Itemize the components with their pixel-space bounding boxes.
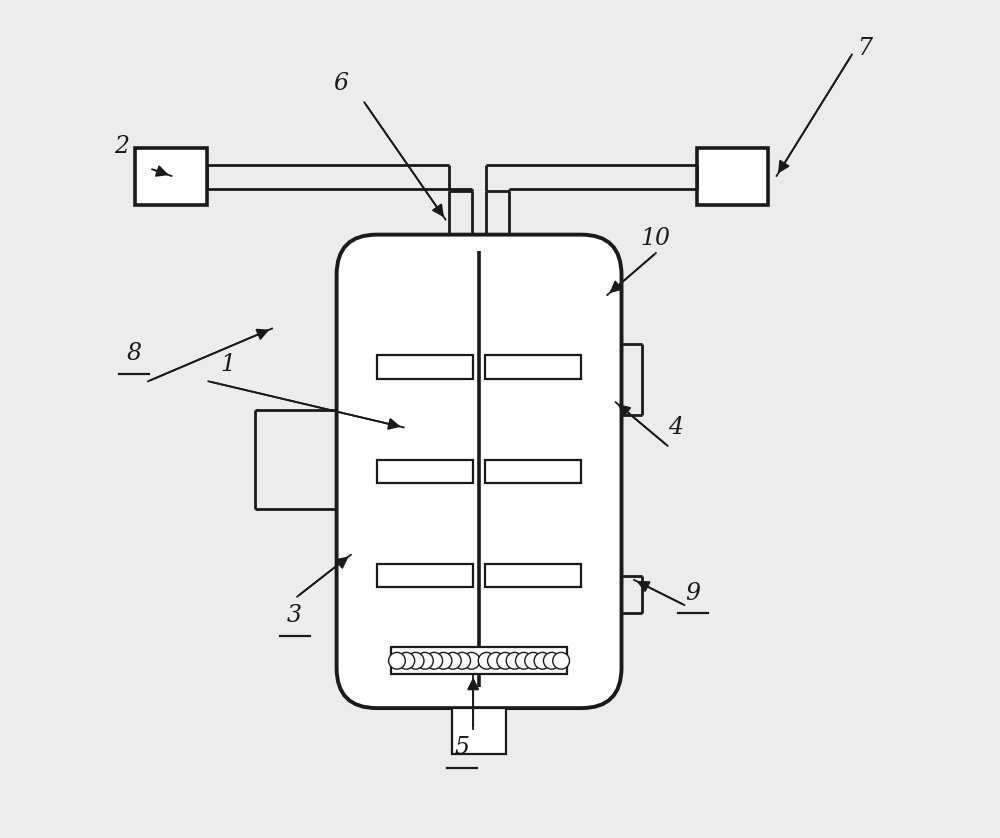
Bar (377, 564, 473, 587)
Text: 7: 7 (857, 37, 872, 60)
Circle shape (463, 652, 480, 669)
Bar (485, 564, 581, 587)
Circle shape (398, 652, 415, 669)
Text: 3: 3 (287, 604, 302, 628)
Circle shape (488, 652, 504, 669)
Circle shape (534, 652, 551, 669)
Text: 9: 9 (685, 582, 700, 605)
Circle shape (407, 652, 424, 669)
FancyBboxPatch shape (337, 235, 622, 708)
Bar (697, 148, 768, 205)
Text: 8: 8 (126, 342, 141, 365)
Circle shape (417, 652, 433, 669)
Circle shape (525, 652, 542, 669)
Bar (377, 459, 473, 483)
Text: 2: 2 (114, 135, 129, 158)
Circle shape (444, 652, 461, 669)
Circle shape (553, 652, 570, 669)
Text: 6: 6 (333, 72, 348, 96)
Text: 10: 10 (640, 227, 670, 251)
Circle shape (497, 652, 514, 669)
Text: 1: 1 (220, 353, 235, 376)
Circle shape (389, 652, 405, 669)
Text: 5: 5 (455, 736, 470, 759)
Circle shape (543, 652, 560, 669)
Circle shape (426, 652, 443, 669)
Bar (485, 459, 581, 483)
Text: 4: 4 (668, 416, 683, 439)
Bar (135, 148, 207, 205)
Bar (452, 708, 506, 754)
Circle shape (478, 652, 495, 669)
Circle shape (454, 652, 471, 669)
Bar (485, 355, 581, 379)
Circle shape (435, 652, 452, 669)
Bar (391, 647, 567, 674)
Bar (377, 355, 473, 379)
Circle shape (516, 652, 532, 669)
Circle shape (506, 652, 523, 669)
